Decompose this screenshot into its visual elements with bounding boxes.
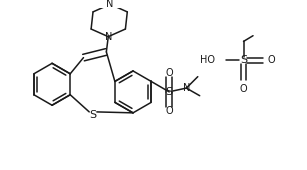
Text: O: O <box>165 68 173 78</box>
Text: O: O <box>165 106 173 116</box>
Text: N: N <box>183 83 190 93</box>
Text: O: O <box>267 55 275 65</box>
Text: S: S <box>89 110 97 120</box>
Text: S: S <box>240 55 247 65</box>
Text: HO: HO <box>200 55 215 65</box>
Text: N: N <box>107 0 114 9</box>
Text: O: O <box>240 84 247 94</box>
Text: S: S <box>166 87 173 97</box>
Text: N: N <box>105 32 112 42</box>
